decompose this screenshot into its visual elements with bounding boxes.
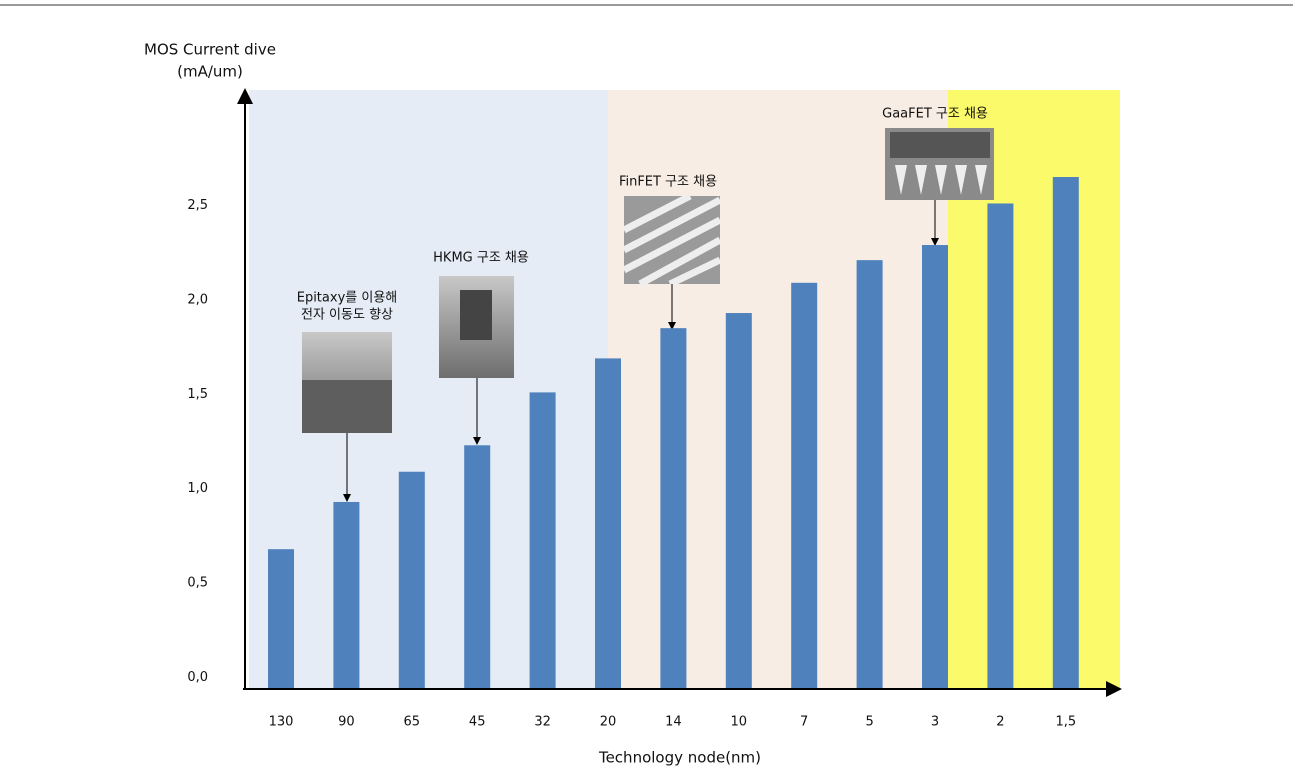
bar bbox=[922, 245, 948, 689]
bar bbox=[399, 472, 425, 689]
x-tick-label: 1,5 bbox=[1055, 715, 1076, 730]
annotation: Epitaxy를 이용해 bbox=[297, 291, 398, 306]
bar bbox=[987, 203, 1013, 689]
bar bbox=[464, 445, 490, 689]
x-tick-label: 65 bbox=[404, 715, 421, 730]
bar bbox=[791, 283, 817, 689]
inset-image bbox=[302, 380, 392, 433]
annotation: FinFET 구조 채용 bbox=[619, 175, 717, 190]
x-tick-label: 3 bbox=[931, 715, 939, 730]
bar bbox=[333, 502, 359, 689]
y-tick-label: 2,5 bbox=[187, 198, 208, 213]
bar bbox=[857, 260, 883, 689]
x-tick-label: 20 bbox=[600, 715, 617, 730]
x-tick-label: 130 bbox=[269, 715, 294, 730]
bar bbox=[530, 392, 556, 689]
x-tick-label: 14 bbox=[665, 715, 682, 730]
y-tick-label: 1,5 bbox=[187, 387, 208, 402]
y-tick-label: 0,5 bbox=[187, 576, 208, 591]
bar bbox=[726, 313, 752, 689]
x-axis-title: Technology node(nm) bbox=[598, 749, 761, 767]
x-tick-label: 7 bbox=[800, 715, 808, 730]
y-tick-label: 0,0 bbox=[187, 670, 208, 685]
inset-image bbox=[890, 132, 990, 158]
x-tick-label: 32 bbox=[534, 715, 551, 730]
y-axis-title: (mA/um) bbox=[177, 63, 243, 81]
bar bbox=[660, 328, 686, 689]
chart: MOS Current dive (mA/um) Technology node… bbox=[0, 0, 1293, 773]
bar bbox=[1053, 177, 1079, 689]
x-tick-label: 10 bbox=[731, 715, 748, 730]
y-tick-label: 1,0 bbox=[187, 481, 208, 496]
annotation: 전자 이동도 향상 bbox=[301, 308, 393, 323]
x-tick-label: 90 bbox=[338, 715, 355, 730]
y-tick-label: 2,0 bbox=[187, 292, 208, 307]
x-tick-label: 2 bbox=[996, 715, 1004, 730]
y-axis-title: MOS Current dive bbox=[144, 41, 276, 59]
x-tick-label: 5 bbox=[865, 715, 873, 730]
inset-image bbox=[460, 290, 492, 340]
bar bbox=[268, 549, 294, 689]
annotation: HKMG 구조 채용 bbox=[433, 251, 529, 266]
bar bbox=[595, 358, 621, 689]
x-tick-label: 45 bbox=[469, 715, 486, 730]
annotation: GaaFET 구조 채용 bbox=[882, 107, 988, 122]
